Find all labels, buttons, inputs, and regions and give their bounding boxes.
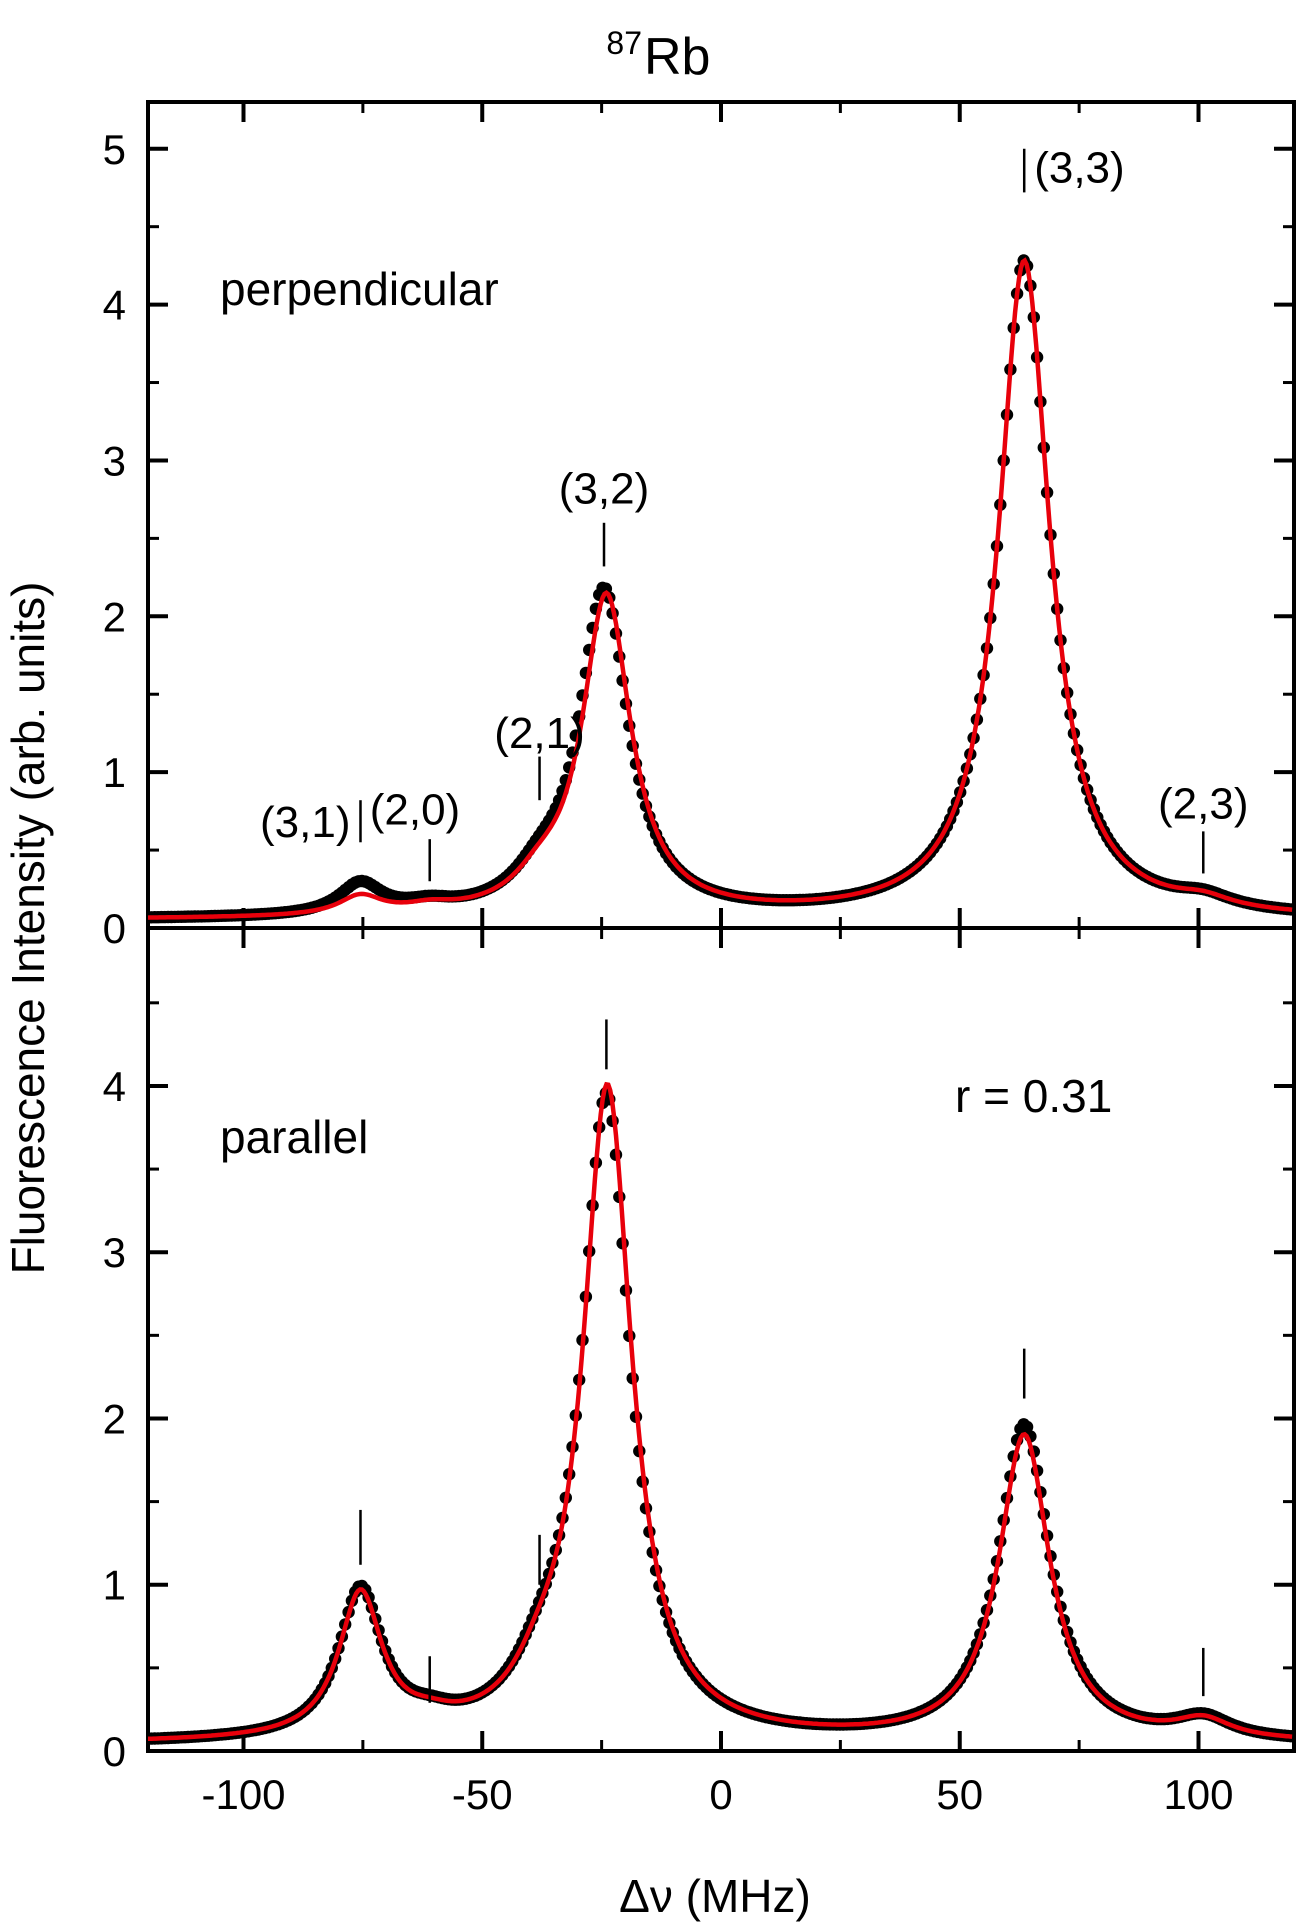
bottom-fit-line [148,1081,1293,1742]
top-transition-label: (3,1) [260,798,350,847]
x-axis-label: Δν (MHz) [619,1870,811,1922]
panel-perpendicular: 0 1 2 3 4 5 (3,1) (2,0) (2,1) (3,2) (3,3) (2,3) perp… [103,100,1296,952]
top-y-tick-label: 0 [103,905,126,952]
top-transition-label: (3,2) [559,465,649,514]
x-tick-label: 50 [936,1771,983,1818]
bottom-y-tick-label: 2 [103,1395,126,1442]
bottom-y-tick-label: 1 [103,1562,126,1609]
bottom-data-point [1020,1420,1034,1434]
top-y-tick-label: 4 [103,282,126,329]
bottom-y-tick-label: 3 [103,1229,126,1276]
panel-parallel: 0 1 2 3 4 -100 -50 0 50 100 parallel r = 0.31 [103,926,1296,1818]
bottom-data-series [148,1086,1294,1745]
title-main: Rb [644,28,710,86]
x-tick-label: -50 [452,1771,513,1818]
top-y-tick-label: 1 [103,749,126,796]
x-tick-label: 100 [1163,1771,1233,1818]
top-transition-label: (3,3) [1034,143,1124,192]
ratio-annotation: r = 0.31 [955,1070,1112,1122]
top-y-tick-label: 2 [103,593,126,640]
bottom-y-tick-label: 4 [103,1063,126,1110]
x-tick-label: 0 [709,1771,732,1818]
bottom-plot-frame [146,926,1296,1753]
top-transition-label: (2,3) [1158,779,1248,828]
top-transition-label: (2,0) [370,786,460,835]
figure-title: 87 Rb [606,25,710,86]
top-fit-line [148,257,1293,920]
title-superscript: 87 [606,25,642,61]
top-y-tick-label: 5 [103,126,126,173]
top-polarization-label: perpendicular [220,263,499,315]
bottom-y-tick-label: 0 [103,1728,126,1775]
x-tick-label: -100 [201,1771,285,1818]
y-axis-label: Fluorescence Intensity (arb. units) [2,582,54,1275]
top-y-tick-label: 3 [103,437,126,484]
top-transition-label: (2,1) [494,709,584,758]
bottom-polarization-label: parallel [220,1111,368,1163]
